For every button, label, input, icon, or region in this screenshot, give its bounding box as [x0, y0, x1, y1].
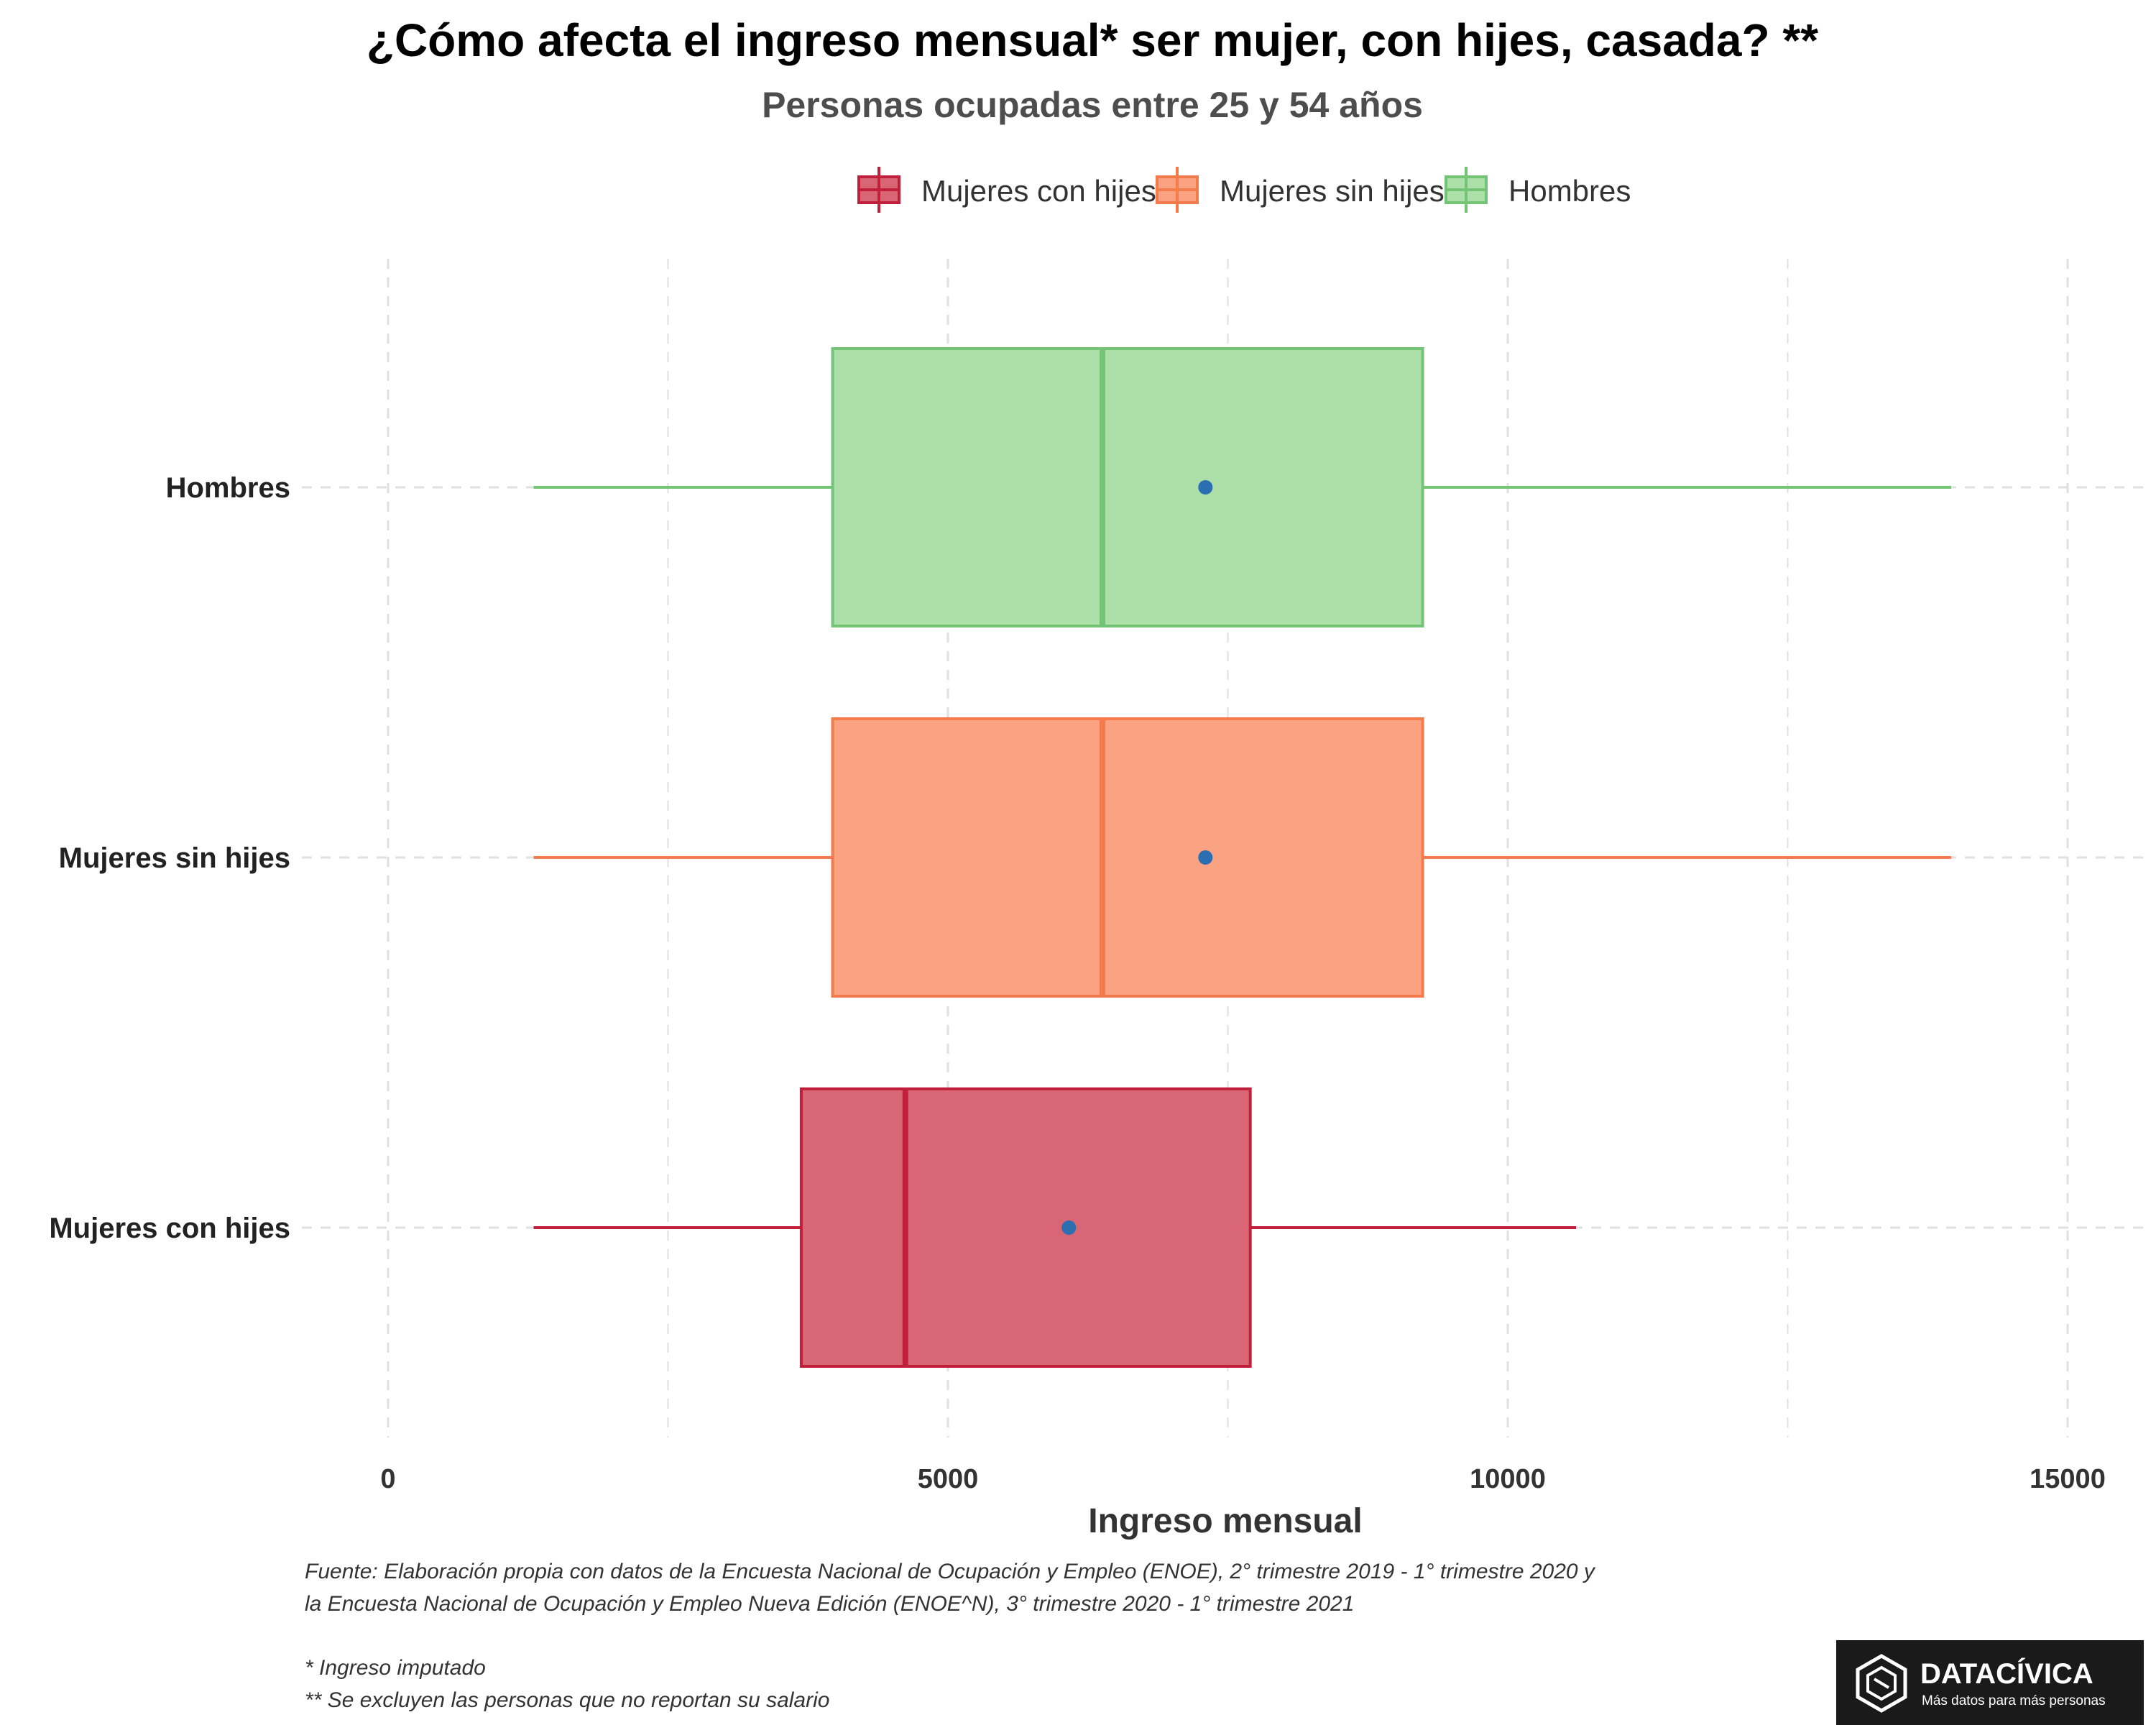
- mean-point-mujeres-sin-hijes: [1198, 850, 1213, 865]
- x-tick-label-0: 0: [380, 1464, 395, 1494]
- legend-label-mujeres-sin-hijes: Mujeres sin hijes: [1220, 174, 1445, 208]
- footnote-2: ** Se excluyen las personas que no repor…: [305, 1688, 829, 1712]
- legend-label-mujeres-con-hijes: Mujeres con hijes: [921, 174, 1156, 208]
- mean-point-hombres: [1198, 480, 1213, 494]
- legend-item-mujeres-sin-hijes: Mujeres sin hijes: [1156, 167, 1445, 213]
- legend: Mujeres con hijes Mujeres sin hijes Homb…: [857, 167, 1631, 213]
- box-series: [533, 347, 1951, 1368]
- x-tick-label-10000: 10000: [1470, 1464, 1546, 1494]
- y-axis-categories: Hombres Mujeres sin hijes Mujeres con hije…: [49, 472, 290, 1244]
- source-line-1: Fuente: Elaboración propia con datos de …: [305, 1560, 1596, 1583]
- y-category-label-hombres: Hombres: [166, 472, 290, 504]
- logo-name: DATACÍVICA: [1920, 1657, 2093, 1690]
- x-tick-label-15000: 15000: [2030, 1464, 2106, 1494]
- x-tick-label-5000: 5000: [918, 1464, 979, 1494]
- legend-label-hombres: Hombres: [1508, 174, 1631, 208]
- iqr-box-mujeres-con-hijes: [799, 1087, 1252, 1368]
- chart-subtitle: Personas ocupadas entre 25 y 54 años: [762, 85, 1423, 125]
- box-mujeres-sin-hijes: [533, 717, 1951, 998]
- x-axis-ticks: 0 5000 10000 15000: [380, 1464, 2105, 1494]
- logo-tagline: Más datos para más personas: [1922, 1693, 2106, 1708]
- source-line-2: la Encuesta Nacional de Ocupación y Empl…: [305, 1592, 1354, 1616]
- chart-title: ¿Cómo afecta el ingreso mensual* ser muj…: [367, 14, 1818, 66]
- box-mujeres-con-hijes: [533, 1087, 1577, 1368]
- legend-item-mujeres-con-hijes: Mujeres con hijes: [857, 167, 1156, 213]
- y-category-label-mujeres-sin-hijes: Mujeres sin hijes: [59, 842, 290, 874]
- y-category-label-mujeres-con-hijes: Mujeres con hijes: [49, 1213, 290, 1244]
- logo-background: [1836, 1640, 2144, 1725]
- iqr-box-mujeres-sin-hijes: [831, 717, 1424, 998]
- mean-point-mujeres-con-hijes: [1061, 1220, 1077, 1235]
- x-axis-title: Ingreso mensual: [1088, 1502, 1362, 1540]
- box-hombres: [533, 347, 1951, 627]
- iqr-box-hombres: [831, 347, 1424, 627]
- datacivica-hexagon-icon: [1856, 1654, 1907, 1713]
- legend-item-hombres: Hombres: [1445, 167, 1631, 213]
- footnote-1: * Ingreso imputado: [305, 1656, 486, 1680]
- datacivica-logo: DATACÍVICA Más datos para más personas: [1836, 1640, 2144, 1725]
